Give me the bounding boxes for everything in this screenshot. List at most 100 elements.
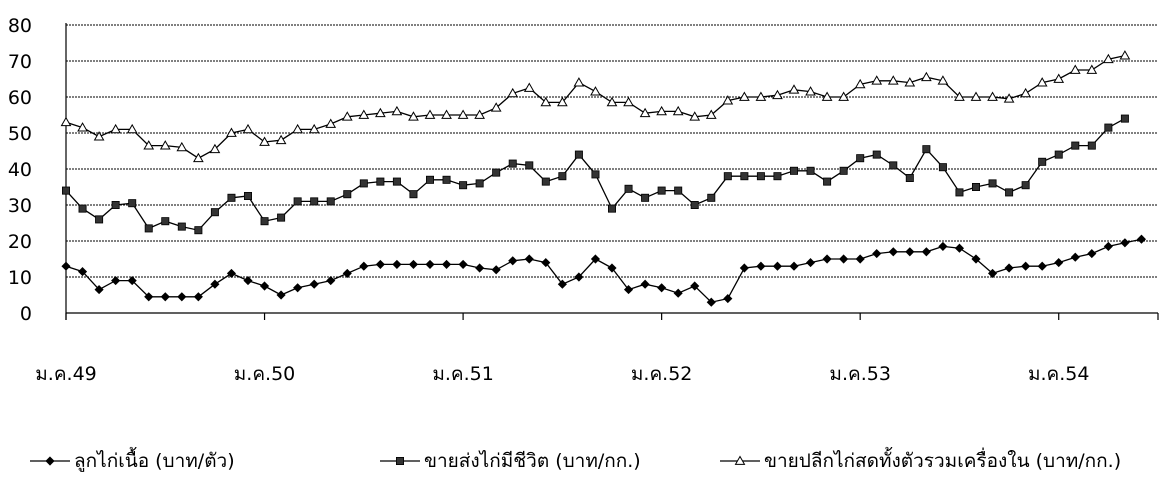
series-2-point <box>62 186 71 195</box>
series-1-point <box>441 259 452 269</box>
series-3-point <box>838 91 849 101</box>
series-1-point <box>756 261 766 271</box>
series-2-point <box>492 168 501 177</box>
series-2-point <box>541 177 550 186</box>
y-tick-label: 0 <box>20 303 32 325</box>
series-2-point <box>624 184 633 193</box>
series-3-point <box>507 87 519 98</box>
series-1-point <box>111 276 121 286</box>
series-2-point <box>459 181 468 190</box>
series-1-point <box>508 256 518 266</box>
series-1-point <box>309 279 319 289</box>
series-2-point <box>343 190 352 199</box>
series-2-point <box>78 204 87 213</box>
series-2-point <box>475 179 484 188</box>
series-1-point <box>987 268 998 278</box>
series-2-point <box>839 166 848 175</box>
y-tick-label: 30 <box>8 195 32 217</box>
series-3-point <box>970 91 982 101</box>
series-1-point <box>61 261 71 271</box>
series-3-point <box>457 109 469 119</box>
series-1-point <box>1021 261 1031 271</box>
series-2 <box>62 114 1129 235</box>
series-2-point <box>856 154 865 163</box>
series-2-point <box>277 213 286 222</box>
series-2-point <box>161 217 170 226</box>
series-2-point <box>938 163 947 172</box>
series-1-point <box>607 263 617 273</box>
series-1-point <box>375 259 385 269</box>
x-tick-label: ม.ค.53 <box>829 363 891 385</box>
y-tick-label: 80 <box>8 15 32 37</box>
series-1-point <box>723 294 733 304</box>
series-1-point <box>1120 238 1130 248</box>
series-2-point <box>574 150 583 159</box>
series-1-point <box>1054 258 1064 268</box>
y-axis-tick-labels: 0 10 20 30 40 50 60 70 80 <box>8 15 32 325</box>
x-tick-label: ม.ค.50 <box>234 363 296 385</box>
series-1 <box>61 234 1147 307</box>
series-2-point <box>872 150 881 159</box>
series-2-point <box>128 199 137 208</box>
series-2-point <box>442 175 451 184</box>
series-1-point <box>1004 263 1014 273</box>
series-1-point <box>623 285 634 295</box>
series-2-point <box>740 172 749 181</box>
series-2-point <box>955 188 964 197</box>
legend-label: ขายส่งไก่มีชีวิต (บาท/กก.) <box>424 450 641 472</box>
series-1-point <box>193 292 203 302</box>
series-2-point <box>889 161 898 170</box>
series-3-point <box>358 109 370 119</box>
series-3-point <box>573 77 585 87</box>
series-3-point <box>1069 64 1081 74</box>
series-3-point <box>987 91 998 101</box>
series-2-point <box>823 177 832 186</box>
series-2-point <box>591 170 600 179</box>
series-2-point <box>525 161 534 170</box>
series-3-point <box>126 123 138 134</box>
x-tick-label: ม.ค.54 <box>1028 363 1090 385</box>
series-3-point <box>110 123 121 134</box>
x-tick-label: ม.ค.49 <box>35 363 97 385</box>
series-1-point <box>1037 261 1047 271</box>
series-2-point <box>359 179 368 188</box>
series-3-point <box>391 105 403 116</box>
series-1-point <box>293 283 303 293</box>
series-3-point <box>259 136 270 146</box>
series-2-point <box>988 179 997 188</box>
legend-item-2: ขายส่งไก่มีชีวิต (บาท/กก.) <box>380 450 641 472</box>
legend-label: ขายปลีกไก่สดทั้งตัวรวมเครื่องใน (บาท/กก.… <box>764 447 1121 472</box>
series-3-point <box>1020 87 1031 98</box>
y-tick-label: 20 <box>8 231 32 253</box>
series-3-point <box>143 140 155 150</box>
gridlines <box>66 24 1158 278</box>
series-2-point <box>243 191 252 200</box>
series-1-point <box>772 261 783 271</box>
series-1-point <box>557 279 567 289</box>
series-1-point <box>971 254 981 264</box>
series-2-point <box>293 197 302 206</box>
series-1-point <box>1136 234 1147 244</box>
series-3-point <box>1086 64 1098 74</box>
series-3-point <box>1053 73 1065 83</box>
series-1-point <box>326 276 336 286</box>
series-3-point <box>722 95 734 105</box>
series-3-point <box>424 109 436 119</box>
series-3-point <box>93 131 105 141</box>
series-3-point <box>821 91 833 101</box>
series-3-point <box>193 152 204 163</box>
series-2-point <box>723 172 732 181</box>
series-2-point <box>608 204 617 213</box>
y-tick-label: 40 <box>8 159 32 181</box>
series-1-point <box>640 279 650 289</box>
series-3-point <box>441 109 452 119</box>
series-1-point <box>706 297 716 307</box>
series-1-point <box>574 272 584 282</box>
series-1-point <box>789 261 799 271</box>
series-2-point <box>674 186 683 195</box>
series-2-point <box>1038 157 1047 166</box>
legend-label: ลูกไก่เนื้อ (บาท/ตัว) <box>74 447 235 472</box>
series-3-point <box>689 111 701 121</box>
series-2-point <box>227 193 236 202</box>
